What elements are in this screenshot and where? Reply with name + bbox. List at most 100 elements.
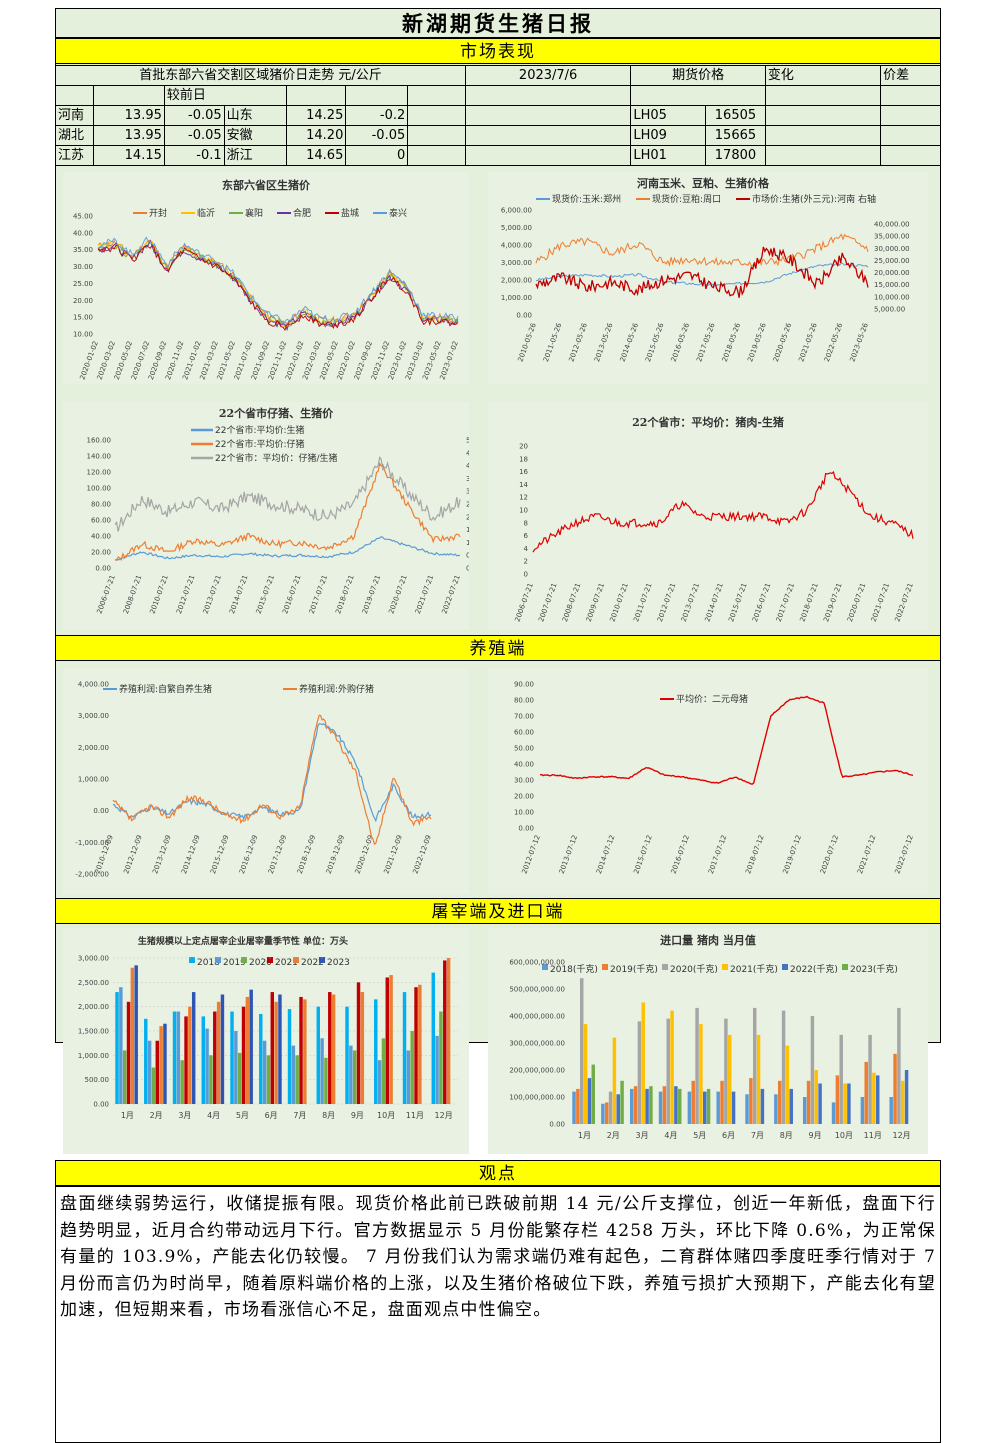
bar xyxy=(662,1086,667,1124)
series-line xyxy=(97,244,459,331)
legend-swatch xyxy=(782,964,788,970)
y-tick-label: 2,000.00 xyxy=(78,1003,109,1011)
bar xyxy=(814,1070,818,1124)
x-tick-label: 9月 xyxy=(809,1131,822,1140)
bar xyxy=(604,1102,609,1124)
y-tick-label: 5,000.00 xyxy=(874,306,905,314)
province-name: 山东 xyxy=(223,105,287,126)
bar xyxy=(331,994,336,1104)
bar xyxy=(893,1053,897,1124)
bar xyxy=(130,967,135,1104)
x-tick-label: 2012-07-12 xyxy=(520,834,541,875)
y-tick-label: 20.00 xyxy=(73,297,93,305)
price-table: 首批东部六省交割区域猪价日走势 元/公斤 2023/7/6 期货价格 变化 价差… xyxy=(54,65,941,166)
legend-label: 临沂 xyxy=(197,207,215,219)
chart-title: 河南玉米、豆粕、生猪价格 xyxy=(637,176,770,190)
x-tick-label: 2014-05-26 xyxy=(619,321,641,362)
legend-swatch xyxy=(662,964,668,970)
x-tick-label: 7月 xyxy=(293,1111,306,1120)
bar xyxy=(749,1078,753,1124)
bar xyxy=(259,1013,263,1104)
y-tick-label: 2 xyxy=(524,558,528,566)
legend-label: 2021 xyxy=(275,958,298,968)
y-tick-label: 6,000.00 xyxy=(501,207,532,215)
x-tick-label: 5月 xyxy=(693,1131,706,1140)
x-tick-label: 2019-07-21 xyxy=(822,582,843,623)
y-tick-label: 10,000.00 xyxy=(874,293,910,301)
bar xyxy=(299,996,303,1104)
x-tick-label: 2012-07-21 xyxy=(175,574,196,615)
bar xyxy=(209,1055,213,1104)
y-tick-label: 0.50 xyxy=(466,552,469,560)
bar xyxy=(213,1011,217,1104)
x-tick-label: 2018-07-21 xyxy=(798,582,819,623)
x-tick-label: 1月 xyxy=(578,1131,591,1140)
bar xyxy=(389,975,393,1104)
chart-henan-corn-soy-hog: 河南玉米、豆粕、生猪价格 现货价:玉米:郑州 现货价:豆粕:周口 市场价:生猪(外三元… xyxy=(488,172,928,384)
bar xyxy=(785,1045,790,1124)
y-tick-label: 0 xyxy=(524,571,528,579)
bar xyxy=(303,999,307,1104)
bar xyxy=(431,972,435,1104)
y-tick-label: 3,000.00 xyxy=(78,955,109,963)
bar xyxy=(414,987,418,1104)
y-tick-label: 0.00 xyxy=(95,565,111,573)
y-tick-label: 500,000,000.00 xyxy=(509,986,565,994)
table-row: 江苏 14.15 -0.1 浙江 14.65 0 LH01 17800 xyxy=(54,145,941,166)
x-tick-label: 2006-07-21 xyxy=(513,582,534,623)
x-tick-label: 2020-07-12 xyxy=(819,834,840,875)
y-tick-label: 30.00 xyxy=(514,777,534,785)
bar xyxy=(901,1080,905,1124)
x-tick-label: 2012-05-26 xyxy=(568,321,590,362)
bar xyxy=(876,1075,880,1124)
spread-header: 价差 xyxy=(880,65,941,86)
y-tick-label: 4,000.00 xyxy=(78,681,109,689)
x-tick-label: 2019-07-12 xyxy=(782,834,803,875)
bar xyxy=(576,1088,580,1124)
table-caption: 首批东部六省交割区域猪价日走势 元/公斤 xyxy=(55,65,466,86)
x-tick-label: 2013-07-21 xyxy=(202,574,223,615)
bar xyxy=(691,1080,695,1124)
bar xyxy=(234,1031,238,1104)
table-date: 2023/7/6 xyxy=(464,65,632,86)
bar xyxy=(287,1009,292,1104)
x-tick-label: 5月 xyxy=(236,1111,249,1120)
legend-label: 2023(千克) xyxy=(850,964,898,975)
x-tick-label: 2014-07-12 xyxy=(595,834,616,875)
x-tick-label: 2010-05-26 xyxy=(516,321,538,362)
bar xyxy=(377,1060,382,1104)
bar xyxy=(126,1001,131,1104)
bar xyxy=(144,1018,148,1104)
x-tick-label: 2015-07-21 xyxy=(255,574,276,615)
y-tick-label: 15,000.00 xyxy=(874,281,910,289)
legend-swatch xyxy=(267,957,273,963)
x-tick-label: 2007-07-21 xyxy=(537,582,558,623)
bar xyxy=(699,1024,703,1124)
legend-label: 2020 xyxy=(249,958,272,968)
bar xyxy=(572,1091,576,1124)
bar xyxy=(155,1040,159,1104)
chart-piglet-hog-price: 22个省市仔猪、生猪价 160.00 140.00 120.00 100.00 80.00… xyxy=(63,402,469,630)
y-tick-label: 500.00 xyxy=(85,1076,110,1084)
price-value: 14.15 xyxy=(93,145,165,166)
bar xyxy=(641,1002,645,1124)
price-change: -0.05 xyxy=(163,105,225,126)
x-tick-label: 2012-12-09 xyxy=(122,834,143,875)
bar xyxy=(649,1086,653,1124)
bar xyxy=(245,996,250,1104)
x-tick-label: 2010-07-21 xyxy=(608,582,629,623)
y-tick-label: 0.00 xyxy=(93,1101,109,1109)
bar xyxy=(406,1050,411,1104)
series-line xyxy=(535,233,869,267)
x-tick-label: 3月 xyxy=(178,1111,191,1120)
series-line xyxy=(114,456,461,532)
x-tick-label: 4月 xyxy=(664,1131,677,1140)
x-tick-label: 2022-07-12 xyxy=(893,834,914,875)
bar xyxy=(159,1026,163,1104)
x-tick-label: 2019-07-21 xyxy=(361,574,382,615)
futures-price: 16505 xyxy=(705,105,766,126)
legend-label: 市场价:生猪(外三元):河南 右轴 xyxy=(752,193,876,205)
x-tick-label: 2022-05-26 xyxy=(823,321,845,362)
bar xyxy=(612,1037,617,1124)
legend-label: 2018 xyxy=(197,958,220,968)
